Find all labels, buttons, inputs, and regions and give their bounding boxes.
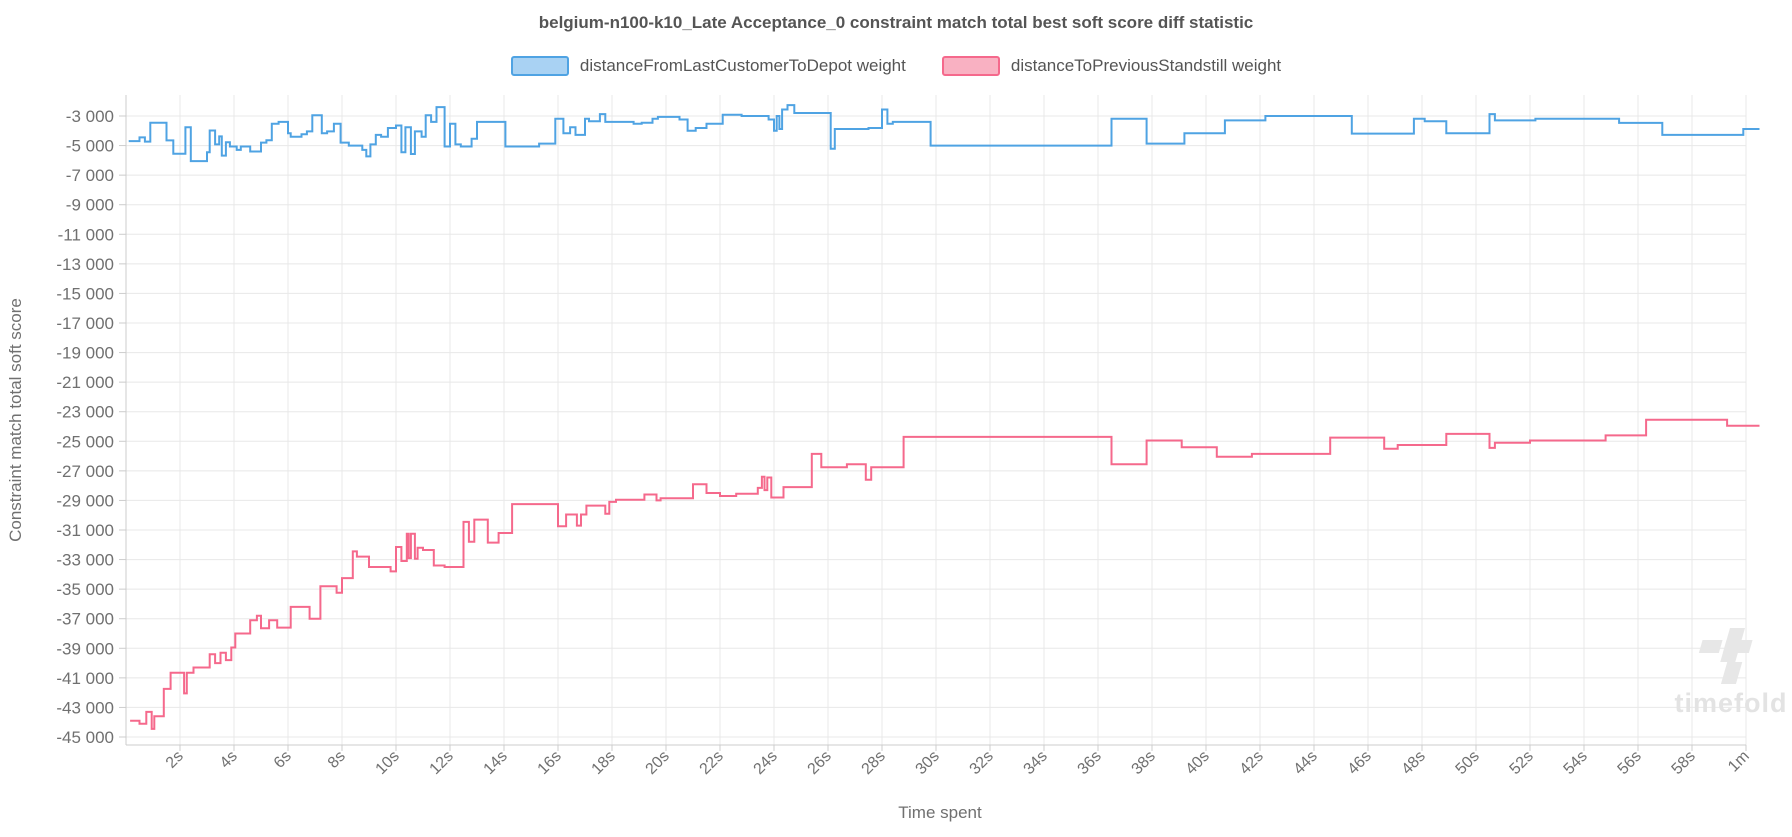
legend-label: distanceToPreviousStandstill weight [1010,56,1282,75]
x-tick-label: 1m [1725,748,1753,776]
y-axis-title: Constraint match total soft score [6,298,25,542]
x-tick-label: 8s [325,748,349,772]
x-tick-label: 42s [1237,748,1267,778]
x-tick-label: 54s [1561,748,1591,778]
x-tick-label: 22s [697,748,727,778]
x-tick-label: 6s [271,748,295,772]
x-tick-label: 50s [1453,748,1483,778]
x-tick-label: 28s [859,748,889,778]
x-tick-label: 34s [1021,748,1051,778]
x-tick-label: 52s [1507,748,1537,778]
x-tick-label: 18s [589,748,619,778]
chart-title: belgium-n100-k10_Late Acceptance_0 const… [538,13,1254,32]
y-tick-label: -29 000 [56,491,114,510]
x-tick-label: 32s [967,748,997,778]
x-tick-label: 26s [805,748,835,778]
x-tick-label: 38s [1129,748,1159,778]
x-tick-label: 56s [1615,748,1645,778]
y-tick-label: -41 000 [56,669,114,688]
x-tick-label: 4s [217,748,241,772]
legend-item-distance-to-previous-standstill[interactable]: distanceToPreviousStandstill weight [941,56,1282,76]
x-tick-label: 40s [1183,748,1213,778]
legend-swatch-pink [941,56,1000,76]
x-tick-label: 10s [373,748,403,778]
y-tick-label: -21 000 [56,373,114,392]
x-tick-label: 20s [643,748,673,778]
y-tick-label: -15 000 [56,284,114,303]
y-tick-label: -23 000 [56,403,114,422]
y-tick-label: -25 000 [56,432,114,451]
series-line-pink [130,418,1760,730]
x-axis-title: Time spent [898,803,982,822]
x-tick-label: 14s [481,748,511,778]
chart-legend: distanceFromLastCustomerToDepot weight d… [0,56,1792,76]
y-tick-label: -31 000 [56,521,114,540]
axes [119,95,1747,751]
x-tick-label: 12s [427,748,457,778]
y-tick-label: -5 000 [66,137,114,156]
y-tick-label: -27 000 [56,462,114,481]
x-tick-label: 48s [1399,748,1429,778]
y-tick-label: -13 000 [56,255,114,274]
timefold-watermark: timefold [1675,628,1788,718]
legend-item-distance-from-last-customer[interactable]: distanceFromLastCustomerToDepot weight [510,56,906,76]
y-tick-label: -39 000 [56,639,114,658]
y-tick-label: -37 000 [56,610,114,629]
x-tick-label: 30s [913,748,943,778]
y-tick-label: -9 000 [66,196,114,215]
y-tick-label: -19 000 [56,344,114,363]
timefold-watermark-text: timefold [1675,688,1788,718]
y-tick-label: -17 000 [56,314,114,333]
legend-label: distanceFromLastCustomerToDepot weight [579,56,906,75]
timefold-logo-icon [1698,628,1753,684]
gridlines [126,95,1747,745]
y-tick-label: -11 000 [58,225,114,244]
x-tick-label: 46s [1345,748,1375,778]
legend-swatch-blue [510,56,569,76]
x-tick-label: 16s [535,748,565,778]
y-tick-label: -3 000 [66,107,114,126]
series-lines [128,104,1760,730]
x-tick-label: 24s [751,748,781,778]
y-tick-label: -35 000 [56,580,114,599]
x-tick-label: 2s [163,748,187,772]
y-tick-label: -33 000 [56,551,114,570]
series-line-blue [128,104,1760,163]
x-tick-label: 58s [1669,748,1699,778]
y-tick-label: -43 000 [56,698,114,717]
x-tick-label: 44s [1291,748,1321,778]
x-tick-label: 36s [1075,748,1105,778]
y-tick-label: -45 000 [56,728,114,747]
y-tick-label: -7 000 [66,166,114,185]
